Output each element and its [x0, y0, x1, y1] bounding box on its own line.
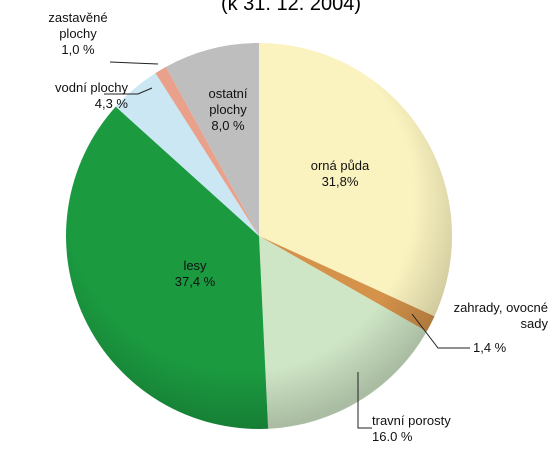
leader-line — [109, 61, 159, 65]
chart-title: (k 31. 12. 2004) — [220, 0, 362, 15]
value-label: 16.0 % — [372, 429, 413, 444]
leader-line — [357, 372, 372, 429]
category-label: zastavěné plochy — [48, 10, 108, 41]
category-label: lesy — [183, 258, 207, 273]
value-label: 37,4 % — [174, 274, 216, 289]
value-label: 1,4 % — [473, 340, 507, 355]
leader-line — [104, 87, 153, 95]
value-label: 8,0 % — [211, 118, 245, 133]
shading — [66, 43, 452, 429]
value-label: 31,8% — [321, 174, 359, 189]
category-label: vodní plochy — [55, 80, 128, 95]
value-label: 1,0 % — [61, 42, 95, 57]
category-label: travní porosty — [372, 413, 451, 428]
value-label: 4,3 % — [94, 96, 128, 111]
category-label: zahrady, ovocné sady — [453, 300, 548, 331]
category-label: ostatní plochy — [208, 86, 248, 117]
leader-line — [411, 313, 470, 349]
category-label: orná půda — [310, 158, 370, 173]
